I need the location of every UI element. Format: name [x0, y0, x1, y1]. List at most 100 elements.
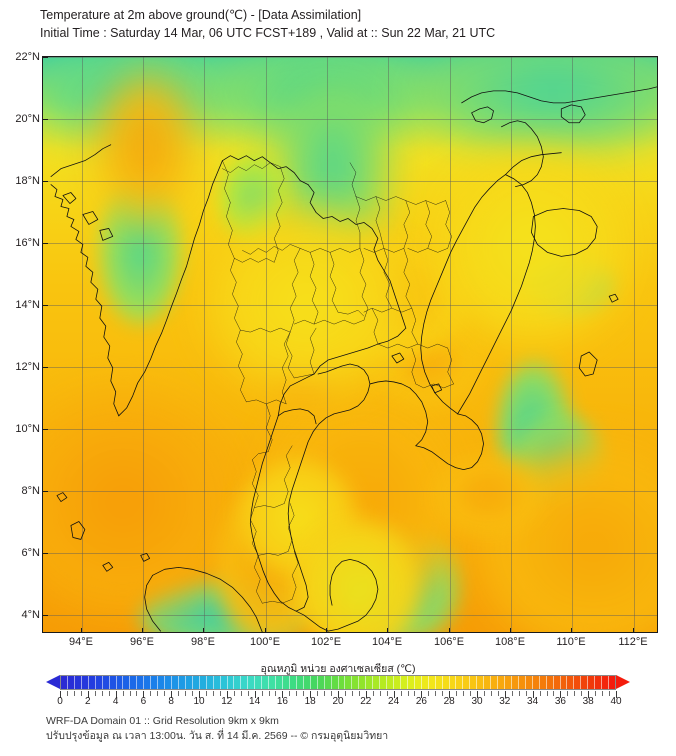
colorbar-tick-label: 14 — [249, 696, 261, 707]
x-tick-mark — [81, 628, 82, 633]
chart-header: Temperature at 2m above ground(℃) - [Dat… — [40, 6, 660, 42]
colorbar-ticks: 0 2 4 6 8 10 12 14 16 18 20 22 24 26 28 30 32 34 36 38 40 — [57, 691, 622, 707]
colorbar-segment — [178, 676, 186, 689]
y-tick-mark — [43, 553, 48, 554]
colorbar-minor-tick — [581, 691, 583, 696]
colorbar-minor-tick — [185, 691, 187, 696]
x-tick-label: 94°E — [69, 636, 93, 648]
colorbar-tick-label: 16 — [276, 696, 288, 707]
colorbar-tick-label: 40 — [610, 696, 622, 707]
colorbar-minor-tick — [379, 691, 381, 696]
colorbar-segment — [400, 676, 408, 689]
colorbar-tick-label: 26 — [415, 696, 427, 707]
colorbar-minor-tick — [344, 691, 346, 696]
colorbar-segment — [158, 676, 166, 689]
y-tick-label: 14°N — [15, 299, 40, 311]
colorbar-tick-label: 30 — [471, 696, 483, 707]
colorbar-minor-tick — [372, 691, 374, 696]
colorbar-minor-tick — [497, 691, 499, 696]
colorbar-minor-tick — [428, 691, 430, 696]
colorbar-segment — [449, 676, 457, 689]
colorbar-segment — [477, 676, 485, 689]
colorbar-segment — [199, 676, 207, 689]
colorbar-over-arrow-icon — [616, 675, 630, 689]
colorbar-minor-tick — [518, 691, 520, 696]
colorbar-major-tick — [504, 691, 506, 698]
x-tick-label: 110°E — [556, 636, 586, 648]
colorbar-segment — [435, 676, 443, 689]
colorbar-segment — [74, 676, 82, 689]
x-tick-mark — [571, 628, 572, 633]
colorbar-segment — [324, 676, 332, 689]
y-tick-label: 20°N — [15, 113, 40, 125]
colorbar-tick-label: 2 — [85, 696, 91, 707]
colorbar-minor-tick — [595, 691, 597, 696]
colorbar-minor-tick — [73, 691, 75, 696]
colorbar-minor-tick — [609, 691, 611, 696]
x-tick-label: 100°E — [249, 636, 281, 648]
colorbar-segment — [456, 676, 464, 689]
colorbar-major-tick — [143, 691, 145, 698]
colorbar-segment — [595, 676, 603, 689]
colorbar-minor-tick — [122, 691, 124, 696]
colorbar-tick-label: 38 — [582, 696, 594, 707]
colorbar-minor-tick — [303, 691, 305, 696]
colorbar-minor-tick — [400, 691, 402, 696]
colorbar-tick-label: 34 — [527, 696, 539, 707]
colorbar-segment — [67, 676, 75, 689]
y-tick-label: 6°N — [21, 547, 40, 559]
colorbar-major-tick — [365, 691, 367, 698]
colorbar-minor-tick — [414, 691, 416, 696]
colorbar-minor-tick — [205, 691, 207, 696]
colorbar-tick-label: 20 — [332, 696, 344, 707]
colorbar-minor-tick — [324, 691, 326, 696]
y-tick-mark — [43, 305, 48, 306]
x-tick-label: 104°E — [371, 636, 403, 648]
colorbar-minor-tick — [463, 691, 465, 696]
x-tick-mark — [387, 628, 388, 633]
colorbar-minor-tick — [567, 691, 569, 696]
colorbar-segment — [255, 676, 263, 689]
colorbar-minor-tick — [317, 691, 319, 696]
colorbar-minor-tick — [157, 691, 159, 696]
colorbar-major-tick — [226, 691, 228, 698]
colorbar-segment — [144, 676, 152, 689]
colorbar-segment — [588, 676, 596, 689]
colorbar-segment — [248, 676, 256, 689]
colorbar-segment — [185, 676, 193, 689]
colorbar-minor-tick — [150, 691, 152, 696]
colorbar-segment — [130, 676, 138, 689]
colorbar-major-tick — [477, 691, 478, 698]
colorbar-segment — [61, 676, 68, 689]
colorbar-segment — [484, 676, 492, 689]
colorbar-segment — [553, 676, 561, 689]
colorbar-minor-tick — [261, 691, 263, 696]
colorbar-segment — [88, 676, 96, 689]
colorbar-segment — [262, 676, 270, 689]
update-time-line: ปรับปรุงข้อมูล ณ เวลา 13:00น. วัน ส. ที่… — [46, 730, 389, 742]
colorbar-major-tick — [254, 691, 256, 698]
colorbar-minor-tick — [94, 691, 96, 696]
colorbar-segment — [470, 676, 478, 689]
footer: WRF-DA Domain 01 :: Grid Resolution 9km … — [46, 714, 646, 744]
colorbar-major-tick — [532, 691, 534, 698]
colorbar-major-tick — [87, 691, 89, 698]
colorbar-segment — [567, 676, 575, 689]
colorbar-tick-label: 36 — [554, 696, 566, 707]
colorbar-segment — [102, 676, 110, 689]
colorbar-minor-tick — [108, 691, 110, 696]
colorbar-segment — [123, 676, 131, 689]
colorbar-major-tick — [115, 691, 117, 698]
x-tick-mark — [510, 628, 511, 633]
colorbar-tick-label: 24 — [388, 696, 400, 707]
temp-patch-warm-myanmar — [91, 67, 201, 227]
colorbar-segment — [276, 676, 283, 689]
colorbar-segment — [116, 676, 124, 689]
colorbar-segment — [289, 676, 297, 689]
colorbar-gradient — [60, 675, 616, 690]
colorbar-tick-label: 32 — [499, 696, 511, 707]
colorbar-minor-tick — [101, 691, 103, 696]
y-tick-mark — [43, 615, 48, 616]
colorbar-minor-tick — [539, 691, 541, 696]
